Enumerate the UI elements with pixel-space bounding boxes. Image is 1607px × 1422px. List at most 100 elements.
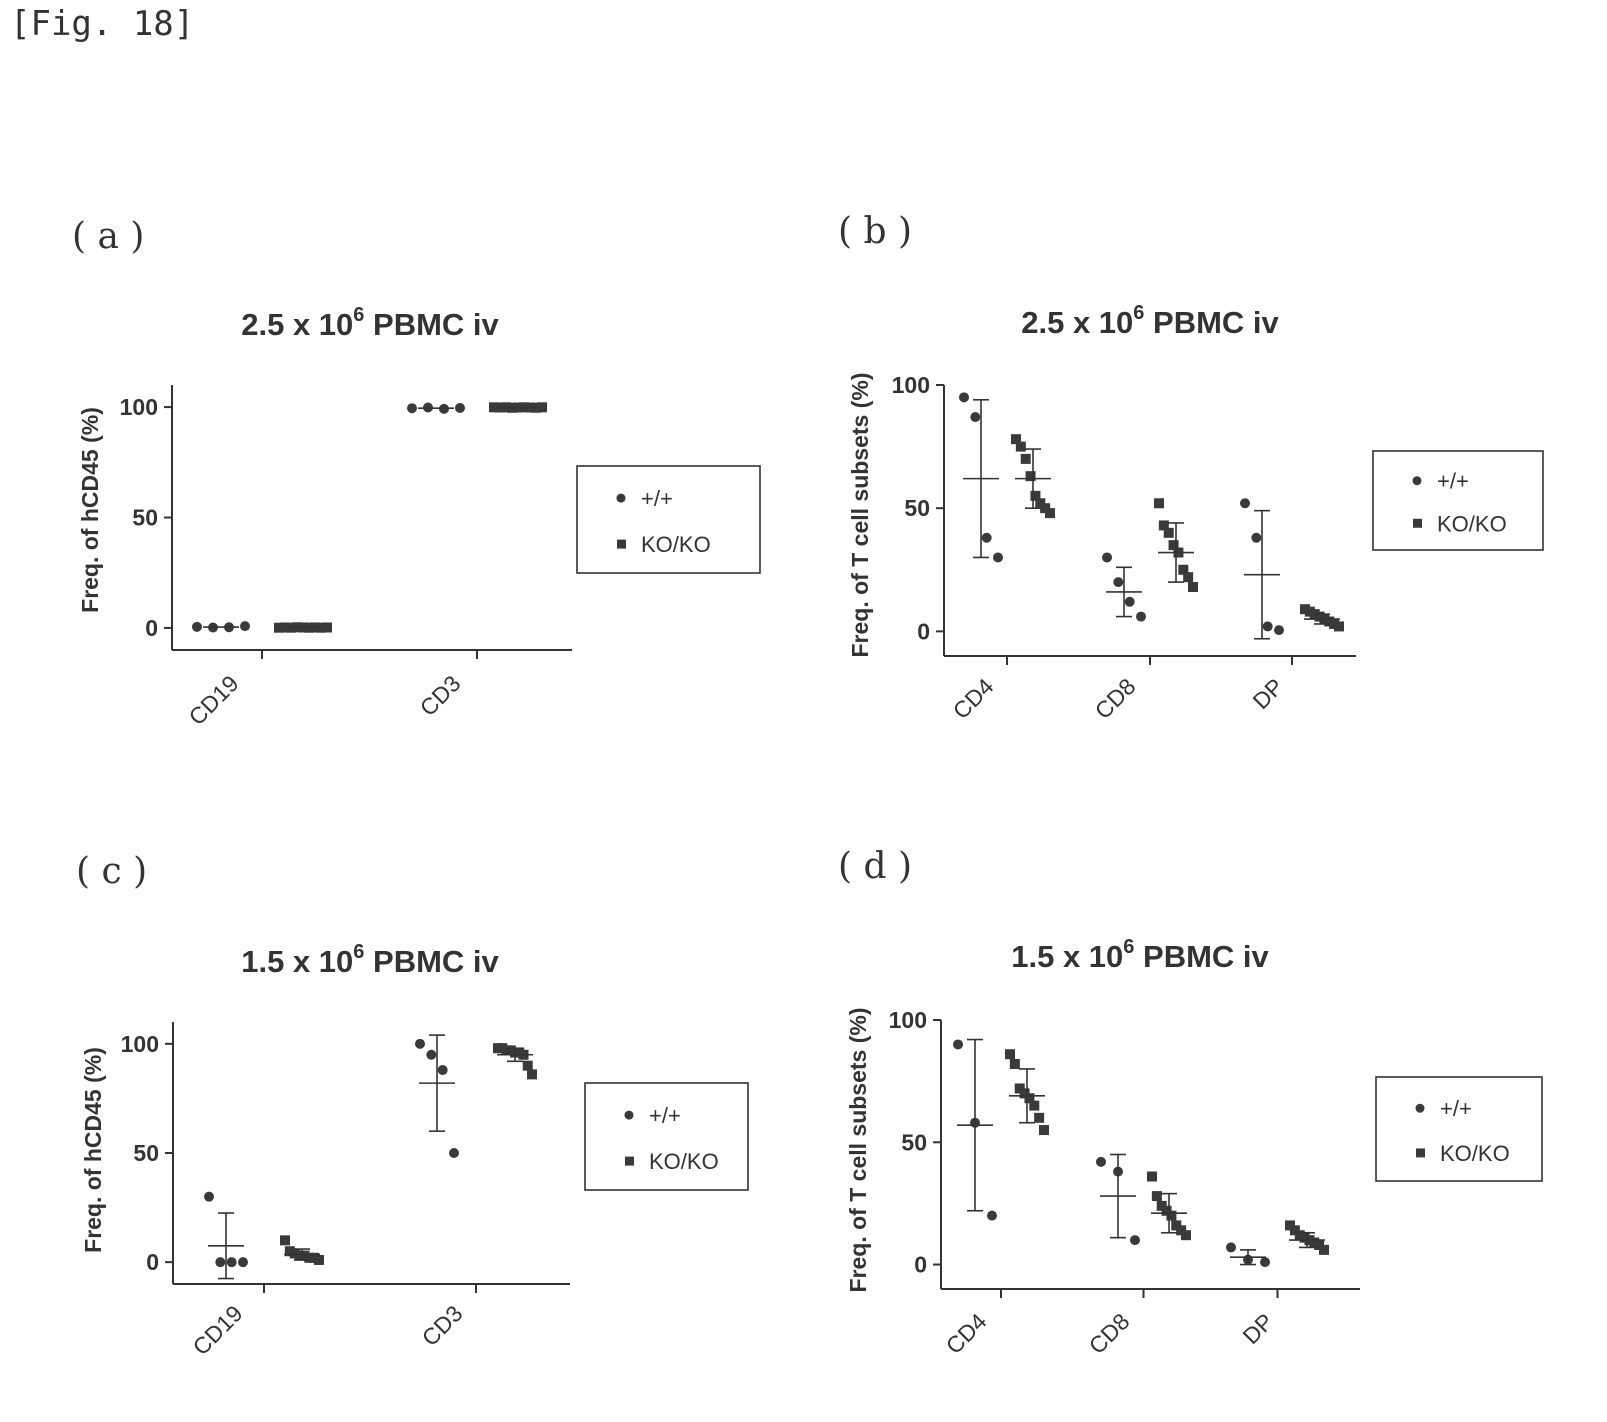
data-point bbox=[1025, 471, 1036, 482]
legend-box bbox=[1372, 450, 1544, 551]
legend-label: +/+ bbox=[649, 1103, 681, 1128]
legend-label: +/+ bbox=[1440, 1096, 1472, 1121]
data-point bbox=[238, 1257, 248, 1268]
y-tick-label: 50 bbox=[901, 1129, 927, 1155]
legend-box bbox=[1375, 1076, 1543, 1182]
data-point bbox=[1226, 1242, 1236, 1253]
category-label: DP bbox=[1248, 673, 1289, 714]
y-axis-label: Freq. of hCD45 (%) bbox=[77, 407, 103, 613]
data-point bbox=[537, 402, 547, 413]
data-point bbox=[1240, 498, 1250, 509]
data-point bbox=[970, 412, 981, 423]
legend: +/+ KO/KO bbox=[1375, 1076, 1543, 1182]
data-point bbox=[1334, 621, 1344, 632]
chart-title-superscript: 6 bbox=[353, 304, 364, 326]
category-label: CD4 bbox=[941, 1308, 992, 1359]
chart-title-superscript: 6 bbox=[353, 941, 364, 963]
data-point bbox=[1154, 498, 1164, 509]
data-point bbox=[437, 1065, 448, 1076]
chart-title-main: 2.5 x 10 bbox=[241, 307, 353, 342]
group-cd8-ko bbox=[1147, 1171, 1191, 1241]
group-cd4-wt bbox=[959, 392, 1003, 563]
group-dp-ko bbox=[1285, 1220, 1329, 1255]
y-tick-label: 50 bbox=[133, 1140, 159, 1166]
chart-title-main: 1.5 x 10 bbox=[241, 944, 353, 979]
legend-label: +/+ bbox=[1437, 469, 1469, 494]
data-point bbox=[1168, 540, 1179, 551]
chart-title-rest: PBMC iv bbox=[364, 944, 499, 979]
data-point bbox=[1096, 1156, 1106, 1167]
y-tick-label: 0 bbox=[146, 1249, 159, 1275]
legend-label: KO/KO bbox=[1437, 511, 1507, 536]
data-point bbox=[240, 621, 250, 632]
data-point bbox=[953, 1039, 963, 1050]
data-point bbox=[981, 532, 992, 543]
data-point bbox=[322, 622, 332, 633]
data-point bbox=[1113, 577, 1124, 588]
data-point bbox=[1163, 527, 1174, 538]
data-point bbox=[415, 1038, 425, 1049]
data-point bbox=[1124, 596, 1135, 607]
group-cd8-wt bbox=[1096, 1153, 1140, 1246]
group-cd8-ko bbox=[1154, 498, 1198, 593]
data-point bbox=[280, 1235, 290, 1246]
data-point bbox=[1005, 1049, 1015, 1060]
legend-marker-square bbox=[1416, 1148, 1425, 1158]
category-label: CD19 bbox=[184, 670, 244, 730]
y-tick-label: 100 bbox=[121, 1031, 159, 1057]
chart-title: 1.5 x 106 PBMC iv bbox=[1011, 936, 1269, 974]
data-point bbox=[204, 1191, 214, 1202]
data-point bbox=[215, 1257, 226, 1268]
y-axis-label: Freq. of hCD45 (%) bbox=[80, 1047, 106, 1253]
group-cd3-wt bbox=[415, 1034, 459, 1158]
group-cd19-wt bbox=[192, 621, 250, 633]
data-point bbox=[1183, 572, 1194, 583]
data-point bbox=[959, 392, 969, 403]
data-point bbox=[192, 621, 202, 632]
panel-letter: ( d ) bbox=[838, 846, 912, 887]
data-point bbox=[1251, 532, 1262, 543]
data-point bbox=[1136, 611, 1146, 622]
group-cd19-ko bbox=[274, 622, 332, 633]
data-point bbox=[1015, 441, 1026, 452]
panel-letter: ( b ) bbox=[838, 211, 912, 252]
data-point bbox=[1262, 621, 1273, 632]
data-point bbox=[522, 1060, 533, 1071]
category-label: CD8 bbox=[1090, 673, 1141, 724]
panel-c: ( c ) 1.5 x 106 PBMC iv 0 50 100 Freq. of hCD… bbox=[76, 851, 749, 1360]
legend: +/+ KO/KO bbox=[576, 465, 761, 574]
chart-title-rest: PBMC iv bbox=[1134, 939, 1269, 974]
data-point bbox=[1178, 564, 1189, 575]
legend-label: KO/KO bbox=[649, 1149, 719, 1174]
data-point bbox=[1029, 1100, 1040, 1111]
data-point bbox=[314, 1254, 324, 1265]
chart-title-main: 2.5 x 10 bbox=[1021, 305, 1133, 340]
category-label: DP bbox=[1238, 1308, 1279, 1349]
chart-title: 1.5 x 106 PBMC iv bbox=[241, 941, 499, 979]
y-tick-label: 0 bbox=[917, 618, 930, 644]
data-point bbox=[226, 1257, 237, 1268]
legend-marker-circle bbox=[624, 1110, 634, 1120]
y-tick-label: 50 bbox=[132, 505, 158, 531]
data-point bbox=[1130, 1235, 1140, 1246]
legend-marker-circle bbox=[1412, 476, 1422, 486]
data-point bbox=[1260, 1257, 1270, 1268]
category-label: CD19 bbox=[188, 1300, 248, 1360]
group-dp-wt bbox=[1226, 1242, 1270, 1268]
group-dp-wt bbox=[1240, 498, 1284, 640]
data-point bbox=[1166, 1210, 1177, 1221]
panel-letter: ( a ) bbox=[72, 216, 144, 257]
legend-label: +/+ bbox=[641, 486, 673, 511]
data-point bbox=[407, 403, 417, 414]
legend-box bbox=[584, 1082, 749, 1191]
category-label: CD4 bbox=[948, 673, 999, 724]
y-tick-label: 50 bbox=[904, 495, 930, 521]
data-point bbox=[426, 1049, 437, 1060]
group-cd4-ko bbox=[1005, 1049, 1049, 1136]
data-point bbox=[1020, 453, 1031, 464]
panel-b: ( b ) 2.5 x 106 PBMC iv 0 50 100 Freq. of T c… bbox=[838, 211, 1544, 724]
legend-marker-square bbox=[625, 1156, 634, 1166]
legend-marker-circle bbox=[616, 493, 626, 503]
legend: +/+ KO/KO bbox=[584, 1082, 749, 1191]
y-tick-label: 100 bbox=[892, 372, 930, 398]
